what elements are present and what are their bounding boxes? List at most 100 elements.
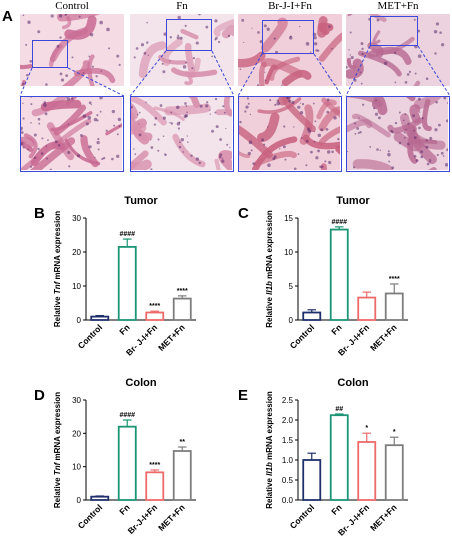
histology-zoom-3 (346, 96, 450, 172)
bar (329, 228, 349, 321)
significance-label: **** (389, 276, 400, 283)
panel-letter-a: A (2, 8, 13, 25)
y-label-prefix: Relative (265, 476, 274, 509)
y-tick-label: 0.0 (282, 496, 294, 505)
category-label: Br-J-I+Fn (126, 502, 160, 536)
y-label-gene: Tnf (53, 280, 62, 294)
histology-overview-3 (346, 14, 450, 86)
chart-title: Colon (125, 377, 156, 389)
y-label-suffix: mRNA expression (265, 391, 274, 462)
category-label: MET+Fn (156, 502, 187, 533)
y-label-suffix: mRNA expression (53, 392, 62, 463)
category-label: MET+Fn (156, 322, 187, 353)
y-label-gene: Il1b (265, 462, 274, 476)
y-label-suffix: mRNA expression (265, 210, 274, 281)
bar (329, 414, 349, 501)
bar (384, 292, 404, 321)
bar (172, 450, 192, 501)
chart-title: Colon (337, 377, 368, 389)
bar (357, 441, 377, 501)
histology-overview-0 (20, 14, 124, 86)
y-tick-label: 0 (289, 316, 294, 325)
bar (117, 246, 137, 321)
significance-label: #### (119, 231, 135, 238)
significance-label: ** (180, 439, 186, 446)
panel-letter-b: B (34, 205, 45, 222)
significance-label: * (365, 425, 368, 432)
y-tick-label: 0 (77, 496, 82, 505)
group-label-3: MET+Fn (377, 0, 419, 12)
bar (145, 311, 165, 321)
panel-letter-d: D (34, 387, 45, 404)
y-tick-label: 15 (284, 214, 293, 223)
category-label: Control (288, 502, 316, 530)
y-axis-label: Relative Tnf mRNA expression (53, 211, 62, 327)
bar (90, 495, 110, 501)
chart-svg-b: B Tumor 0 10 20 30 Relative Tnf mRNA expressio… (34, 195, 196, 358)
y-axis-label: Relative Il1b mRNA expression (265, 210, 274, 328)
chart-e: E Colon 0.0 0.5 1.0 1.5 2.0 2.5 Relative Il1b mR… (226, 372, 452, 550)
y-label-gene: Tnf (53, 461, 62, 475)
panel-letter-e: E (238, 387, 248, 404)
y-tick-label: 1.0 (282, 456, 294, 465)
y-tick-label: 10 (72, 463, 81, 472)
group-label-2: Br-J-I+Fn (268, 0, 312, 12)
panel-letter-c: C (238, 205, 249, 222)
histology-overview-2 (238, 14, 342, 86)
roi-box-2 (262, 20, 314, 54)
chart-c: C Tumor 0 5 10 15 Relative Il1b mRNA expressio… (226, 190, 452, 368)
zoom-connector-3 (345, 45, 451, 97)
bar (172, 297, 192, 321)
y-tick-label: 10 (72, 282, 81, 291)
group-label-1: Fn (176, 0, 188, 12)
category-label: Fn (117, 322, 131, 336)
chart-b: B Tumor 0 10 20 30 Relative Tnf mRNA expressio… (0, 190, 226, 368)
category-label: Control (76, 322, 104, 350)
chart-svg-e: E Colon 0.0 0.5 1.0 1.5 2.0 2.5 Relative Il1b mR… (238, 377, 408, 538)
chart-title: Tumor (124, 195, 158, 207)
category-label: MET+Fn (368, 502, 399, 533)
significance-label: **** (149, 462, 160, 469)
histology-zoom-1 (130, 96, 234, 172)
y-label-prefix: Relative (53, 294, 62, 327)
category-label: Control (76, 502, 104, 530)
category-label: Control (288, 322, 316, 350)
category-label: MET+Fn (368, 322, 399, 353)
bar (384, 444, 404, 501)
y-label-gene: Il1b (265, 281, 274, 295)
chart-title: Tumor (336, 195, 370, 207)
significance-label: * (393, 429, 396, 436)
y-tick-label: 10 (284, 248, 293, 257)
y-axis-label: Relative Tnf mRNA expression (53, 392, 62, 508)
category-label: Fn (329, 502, 343, 516)
zoom-connector-0 (19, 67, 125, 97)
y-tick-label: 2.5 (282, 396, 294, 405)
y-label-prefix: Relative (53, 475, 62, 508)
bar (117, 425, 137, 501)
significance-label: **** (149, 303, 160, 310)
y-label-prefix: Relative (265, 295, 274, 328)
y-label-suffix: mRNA expression (53, 211, 62, 282)
histology-zoom-0 (20, 96, 124, 172)
y-axis-label: Relative Il1b mRNA expression (265, 391, 274, 509)
histology-overview-1 (130, 14, 234, 86)
histology-zoom-2 (238, 96, 342, 172)
y-tick-label: 30 (72, 214, 81, 223)
bar (302, 311, 322, 321)
significance-label: #### (331, 219, 347, 226)
group-label-0: Control (55, 0, 89, 12)
chart-svg-c: C Tumor 0 5 10 15 Relative Il1b mRNA expressio… (238, 195, 408, 358)
zoom-connector-1 (129, 50, 235, 97)
significance-label: #### (119, 412, 135, 419)
bar (302, 459, 322, 501)
chart-svg-d: D Colon 0 10 20 30 Relative Tnf mRNA expressio… (34, 377, 196, 536)
bar (145, 471, 165, 501)
y-tick-label: 0 (77, 316, 82, 325)
roi-box-1 (166, 19, 212, 51)
y-tick-label: 30 (72, 396, 81, 405)
y-tick-label: 2.0 (282, 416, 294, 425)
y-tick-label: 20 (72, 429, 81, 438)
category-label: Fn (329, 322, 343, 336)
zoom-connector-2 (237, 53, 343, 97)
bar (90, 315, 110, 321)
